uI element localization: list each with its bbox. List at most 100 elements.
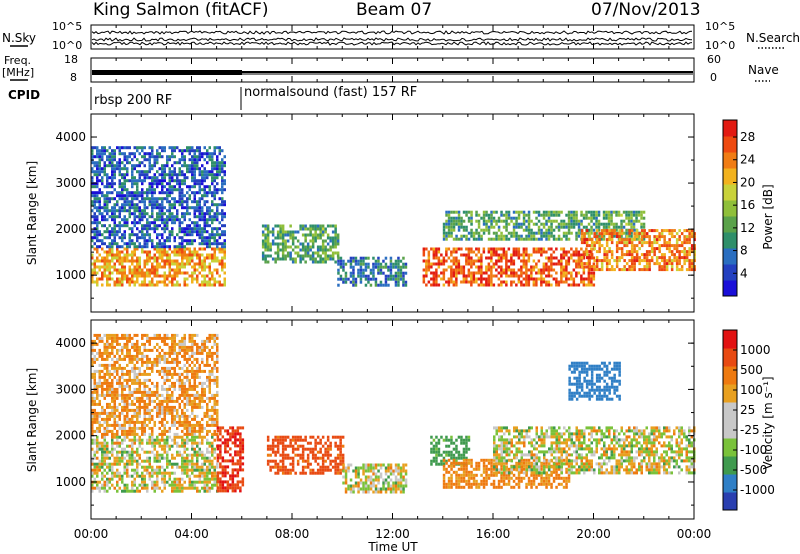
heatmap-cell: [131, 420, 134, 424]
heatmap-cell: [198, 218, 201, 222]
nsearch-tick-bottom: 10^0: [705, 39, 735, 52]
heatmap-cell: [193, 230, 196, 234]
heatmap-cell: [146, 459, 149, 463]
heatmap-cell: [106, 250, 109, 254]
heatmap-cell: [196, 224, 199, 228]
heatmap-cell: [557, 213, 561, 217]
heatmap-cell: [98, 375, 101, 379]
heatmap-cell: [171, 259, 174, 263]
heatmap-cell: [196, 149, 199, 153]
heatmap-cell: [562, 234, 566, 238]
heatmap-cell: [98, 179, 101, 183]
heatmap-cell: [171, 218, 174, 222]
heatmap-cell: [158, 459, 161, 463]
heatmap-cell: [540, 271, 543, 275]
heatmap-cell: [98, 459, 101, 463]
y-tick-label: 2000: [55, 222, 86, 236]
heatmap-cell: [106, 265, 109, 269]
heatmap-cell: [166, 256, 169, 260]
heatmap-cell: [570, 247, 573, 251]
heatmap-cell: [116, 360, 119, 364]
heatmap-cell: [590, 238, 594, 242]
heatmap-cell: [670, 232, 674, 236]
heatmap-cell: [103, 348, 106, 352]
heatmap-cell: [198, 480, 201, 484]
heatmap-cell: [510, 216, 513, 220]
heatmap-cell: [106, 348, 109, 352]
heatmap-cell: [113, 233, 116, 237]
heatmap-cell: [575, 222, 578, 226]
heatmap-cell: [121, 268, 124, 272]
heatmap-cell: [213, 256, 216, 260]
heatmap-cell: [633, 238, 636, 242]
heatmap-cell: [608, 238, 611, 242]
heatmap-cell: [111, 414, 114, 418]
heatmap-cell: [490, 247, 493, 251]
heatmap-cell: [445, 237, 448, 241]
heatmap-cell: [602, 216, 606, 220]
heatmap-cell: [389, 277, 393, 281]
heatmap-cell: [507, 210, 511, 214]
heatmap-cell: [427, 265, 431, 269]
heatmap-cell: [103, 203, 106, 207]
heatmap-cell: [128, 245, 131, 249]
heatmap-cell: [93, 402, 96, 406]
heatmap-cell: [128, 268, 131, 272]
heatmap-cell: [196, 182, 199, 186]
heatmap-cell: [101, 158, 104, 162]
heatmap-cell: [106, 366, 109, 370]
heatmap-cell: [660, 256, 664, 260]
heatmap-cell: [126, 173, 129, 177]
heatmap-cell: [153, 158, 156, 162]
heatmap-cell: [331, 239, 335, 243]
heatmap-cell: [131, 262, 134, 266]
heatmap-cell: [181, 164, 184, 168]
heatmap-cell: [475, 228, 478, 232]
heatmap-cell: [637, 213, 641, 217]
heatmap-cell: [592, 283, 596, 287]
heatmap-cell: [271, 239, 275, 243]
heatmap-cell: [91, 236, 94, 240]
heatmap-cell: [143, 233, 146, 237]
heatmap-cell: [141, 441, 144, 445]
heatmap-cell: [324, 248, 327, 252]
heatmap-cell: [615, 250, 619, 254]
heatmap-cell: [168, 146, 171, 150]
heatmap-cell: [116, 280, 119, 284]
heatmap-cell: [480, 253, 483, 257]
heatmap-cell: [223, 239, 226, 243]
heatmap-cell: [161, 480, 164, 484]
heatmap-cell: [610, 232, 614, 236]
heatmap-cell: [620, 250, 624, 254]
heatmap-cell: [96, 215, 99, 219]
heatmap-cell: [306, 245, 310, 249]
heatmap-cell: [136, 245, 139, 249]
heatmap-cell: [643, 265, 646, 269]
heatmap-cell: [186, 465, 189, 469]
heatmap-cell: [610, 219, 613, 223]
heatmap-cell: [153, 197, 156, 201]
heatmap-cell: [98, 230, 101, 234]
heatmap-cell: [101, 474, 104, 478]
heatmap-cell: [133, 218, 136, 222]
heatmap-cell: [203, 280, 206, 284]
heatmap-cell: [630, 253, 634, 257]
heatmap-cell: [515, 283, 518, 287]
heatmap-cell: [156, 170, 159, 174]
heatmap-cell: [211, 247, 214, 251]
heatmap-cell: [359, 271, 363, 275]
heatmap-cell: [435, 277, 438, 281]
heatmap-cell: [585, 247, 588, 251]
heatmap-cell: [143, 474, 146, 478]
heatmap-cell: [116, 342, 119, 346]
heatmap-cell: [111, 265, 114, 269]
heatmap-cell: [128, 194, 131, 198]
heatmap-cell: [123, 247, 126, 251]
heatmap-cell: [347, 277, 350, 281]
heatmap-cell: [465, 237, 468, 241]
heatmap-cell: [213, 212, 216, 216]
heatmap-cell: [128, 239, 131, 243]
heatmap-cell: [201, 239, 204, 243]
heatmap-cell: [151, 242, 154, 246]
heatmap-cell: [166, 450, 169, 454]
